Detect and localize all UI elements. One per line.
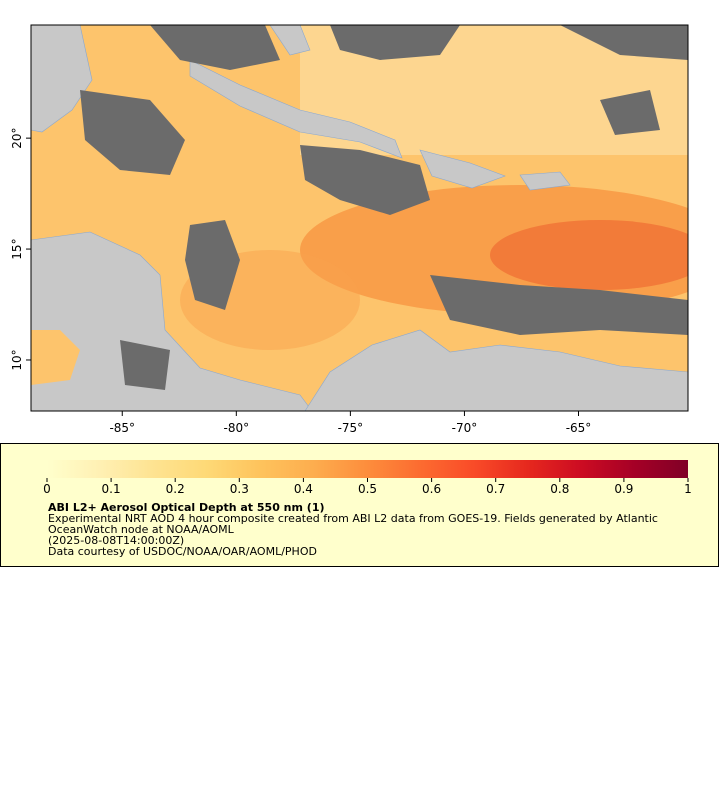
legend-title: ABI L2+ Aerosol Optical Depth at 550 nm … [48, 501, 325, 514]
y-tick-label: 10° [10, 349, 24, 370]
colorbar-tick-label: 0.1 [102, 482, 121, 496]
colorbar-tick-label: 0.9 [614, 482, 633, 496]
map-frame [30, 24, 689, 412]
x-tick-label: -70° [452, 421, 478, 435]
colorbar-tick-label: 1 [684, 482, 692, 496]
colorbar-tick-label: 0.3 [230, 482, 249, 496]
colorbar-tick-label: 0.7 [486, 482, 505, 496]
legend-line: Experimental NRT AOD 4 hour composite cr… [48, 512, 658, 525]
colorbar-tick-label: 0 [43, 482, 51, 496]
colorbar [47, 460, 688, 478]
colorbar-tick-label: 0.6 [422, 482, 441, 496]
axes: -85° -80° -75° -70° -65° 10° 15° 20° [10, 127, 591, 435]
legend-line: (2025-08-08T14:00:00Z) [48, 534, 184, 547]
x-tick-label: -85° [109, 421, 135, 435]
x-tick-label: -65° [566, 421, 592, 435]
colorbar-tick-label: 0.2 [166, 482, 185, 496]
y-tick-label: 20° [10, 127, 24, 148]
colorbar-ticks: 0 0.1 0.2 0.3 0.4 0.5 0.6 0.7 0.8 0.9 1 [43, 478, 692, 496]
legend-line: OceanWatch node at NOAA/AOML [48, 523, 235, 536]
colorbar-tick-label: 0.8 [550, 482, 569, 496]
colorbar-tick-label: 0.5 [358, 482, 377, 496]
colorbar-tick-label: 0.4 [294, 482, 313, 496]
legend-line: Data courtesy of USDOC/NOAA/OAR/AOML/PHO… [48, 545, 317, 558]
y-tick-label: 15° [10, 238, 24, 259]
x-tick-label: -80° [224, 421, 250, 435]
map-image [31, 25, 688, 411]
x-tick-label: -75° [338, 421, 364, 435]
